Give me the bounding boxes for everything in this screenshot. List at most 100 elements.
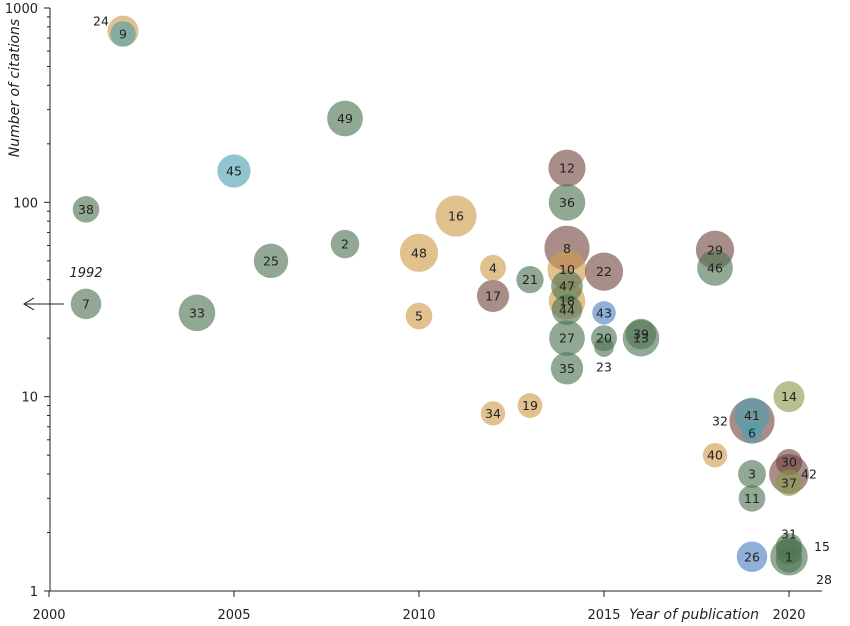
bubble-14 bbox=[773, 381, 805, 413]
bubble-label-47: 47 bbox=[559, 279, 575, 294]
bubble-label-6: 6 bbox=[748, 426, 756, 441]
bubble-2 bbox=[330, 229, 360, 259]
bubble-label-10: 10 bbox=[559, 262, 575, 277]
y-tick-label-1000: 1000 bbox=[5, 2, 38, 17]
bubble-label-49: 49 bbox=[337, 111, 353, 126]
bubble-11 bbox=[738, 484, 766, 512]
bubble-label-25: 25 bbox=[263, 253, 279, 268]
bubble-34 bbox=[480, 401, 506, 426]
bubble-23 bbox=[594, 337, 614, 357]
bubble-label-29: 29 bbox=[707, 242, 723, 257]
bubble-label-22: 22 bbox=[596, 264, 612, 279]
bubble-label-32: 32 bbox=[712, 413, 728, 428]
bubble-48 bbox=[399, 233, 439, 272]
bubble-label-31: 31 bbox=[781, 527, 797, 542]
bubble-46 bbox=[697, 250, 733, 286]
bubble-label-39: 39 bbox=[633, 327, 649, 342]
bubble-label-28: 28 bbox=[816, 572, 832, 587]
bubble-25 bbox=[253, 243, 289, 279]
y-axis-title: Number of citations bbox=[7, 19, 23, 157]
bubble-12 bbox=[548, 149, 586, 187]
bubble-39 bbox=[625, 318, 657, 350]
bubble-label-8: 8 bbox=[563, 241, 571, 256]
bubble-label-27: 27 bbox=[559, 331, 575, 346]
bubble-26 bbox=[736, 541, 768, 573]
bubble-28 bbox=[775, 546, 803, 573]
bubble-label-13: 13 bbox=[633, 331, 649, 346]
y-tick-label-10: 10 bbox=[21, 391, 38, 406]
x-axis-title: Year of publication bbox=[629, 607, 759, 623]
bubble-label-1: 1 bbox=[785, 549, 793, 564]
bubble-label-33: 33 bbox=[189, 305, 205, 320]
bubble-43 bbox=[592, 301, 616, 325]
y-tick-label-1: 1 bbox=[30, 585, 38, 600]
arrow-left-icon bbox=[23, 297, 35, 311]
bubble-label-14: 14 bbox=[781, 389, 797, 404]
bubble-label-21: 21 bbox=[522, 272, 538, 287]
bubble-label-43: 43 bbox=[596, 305, 612, 320]
bubble-label-4: 4 bbox=[489, 260, 497, 275]
bubble-7 bbox=[70, 288, 102, 320]
bubble-label-34: 34 bbox=[485, 406, 501, 421]
bubble-label-42: 42 bbox=[801, 466, 817, 481]
bubble-label-24: 24 bbox=[93, 14, 109, 29]
bubble-label-19: 19 bbox=[522, 398, 538, 413]
x-tick-label-2020: 2020 bbox=[772, 608, 805, 623]
bubble-label-46: 46 bbox=[707, 260, 723, 275]
bubble-label-7: 7 bbox=[82, 296, 90, 311]
bubble-label-37: 37 bbox=[781, 475, 797, 490]
bubble-label-38: 38 bbox=[78, 202, 94, 217]
annotation-1992: 1992 bbox=[23, 266, 103, 311]
bubble-9 bbox=[110, 21, 136, 47]
bubble-label-41: 41 bbox=[744, 408, 760, 423]
bubble-label-11: 11 bbox=[744, 491, 760, 506]
x-tick-label-2005: 2005 bbox=[217, 608, 250, 623]
bubble-47 bbox=[551, 270, 583, 303]
bubble-label-23: 23 bbox=[596, 360, 612, 375]
bubble-17 bbox=[476, 279, 510, 312]
bubble-38 bbox=[72, 196, 100, 223]
x-tick-label-2015: 2015 bbox=[587, 608, 620, 623]
bubble-label-45: 45 bbox=[226, 163, 242, 178]
x-tick-label-2010: 2010 bbox=[402, 608, 435, 623]
bubble-label-48: 48 bbox=[411, 245, 427, 260]
bubble-label-17: 17 bbox=[485, 288, 501, 303]
bubble-37 bbox=[775, 469, 803, 497]
bubble-label-2: 2 bbox=[341, 237, 349, 252]
bubble-label-5: 5 bbox=[415, 309, 423, 324]
bubble-27 bbox=[549, 320, 585, 357]
bubble-layer bbox=[70, 15, 809, 576]
bubble-label-26: 26 bbox=[744, 549, 760, 564]
bubble-22 bbox=[584, 252, 624, 291]
bubble-label-30: 30 bbox=[781, 455, 797, 470]
bubble-21 bbox=[516, 266, 544, 294]
bubble-19 bbox=[517, 393, 543, 418]
bubble-label-12: 12 bbox=[559, 161, 575, 176]
bubble-30 bbox=[775, 449, 803, 476]
bubble-label-3: 3 bbox=[748, 466, 756, 481]
bubble-label-9: 9 bbox=[119, 26, 127, 41]
annotation-label: 1992 bbox=[69, 266, 102, 281]
y-tick-label-100: 100 bbox=[13, 196, 38, 211]
bubble-label-16: 16 bbox=[448, 209, 464, 224]
bubble-5 bbox=[405, 302, 433, 330]
bubble-label-40: 40 bbox=[707, 448, 723, 463]
bubble-label-44: 44 bbox=[559, 302, 575, 317]
bubble-33 bbox=[178, 294, 216, 332]
bubble-4 bbox=[480, 254, 506, 281]
bubble-6 bbox=[741, 422, 763, 444]
bubble-label-15: 15 bbox=[814, 539, 830, 554]
bubble-label-35: 35 bbox=[559, 361, 575, 376]
bubble-36 bbox=[548, 184, 586, 221]
bubble-44 bbox=[551, 294, 583, 326]
bubble-3 bbox=[738, 460, 766, 488]
bubble-35 bbox=[550, 352, 584, 385]
bubble-16 bbox=[435, 195, 477, 237]
bubble-label-20: 20 bbox=[596, 331, 612, 346]
bubble-45 bbox=[217, 154, 251, 188]
bubble-label-18: 18 bbox=[559, 294, 575, 309]
bubble-41 bbox=[734, 397, 770, 434]
